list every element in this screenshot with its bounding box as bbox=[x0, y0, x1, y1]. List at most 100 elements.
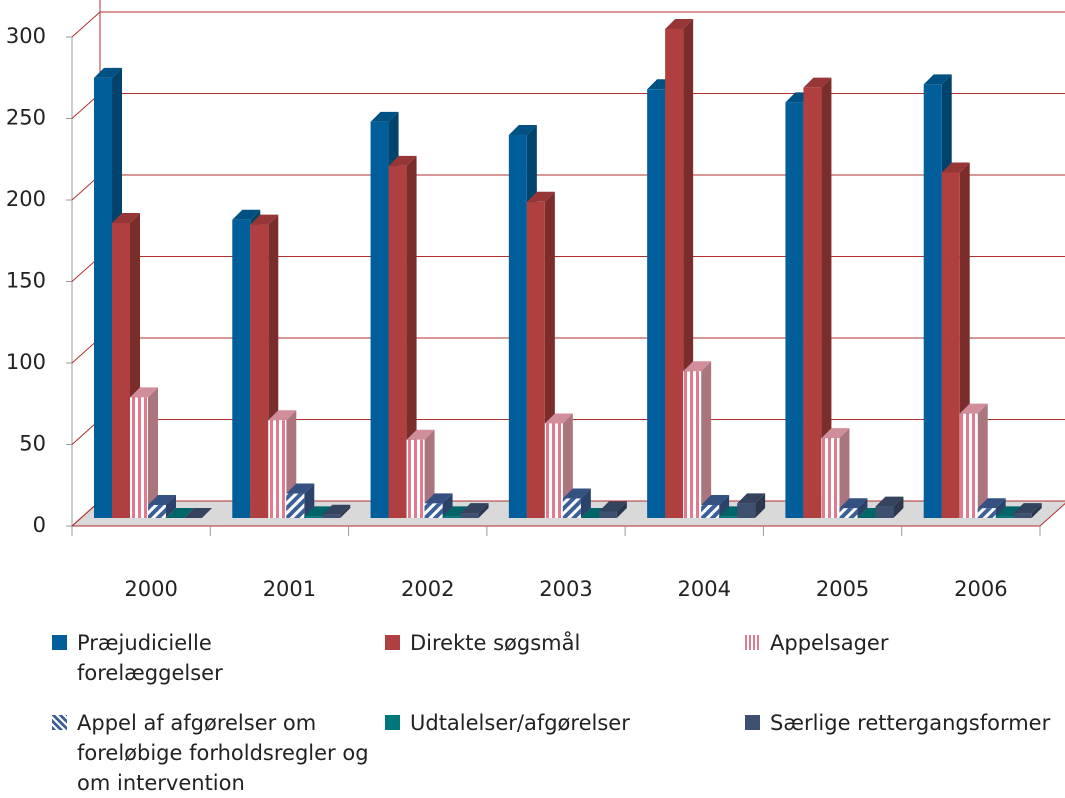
x-tick-label: 2005 bbox=[816, 577, 869, 601]
bar bbox=[268, 420, 287, 518]
bar bbox=[665, 29, 684, 518]
bar-side bbox=[977, 403, 988, 518]
bar-side bbox=[616, 501, 627, 518]
bar-side bbox=[1031, 503, 1042, 518]
grid-line bbox=[71, 11, 101, 38]
y-tick-label: 150 bbox=[6, 269, 46, 293]
legend-label: Særlige rettergangsformer bbox=[770, 711, 1051, 735]
bar-top bbox=[424, 493, 453, 504]
legend-label: Appelsager bbox=[770, 631, 889, 655]
bar bbox=[148, 504, 166, 518]
bar-side bbox=[755, 493, 766, 518]
bar-top bbox=[130, 387, 158, 398]
bar bbox=[719, 516, 738, 518]
bar-side bbox=[148, 387, 158, 518]
bar-top bbox=[250, 214, 279, 225]
bar-side bbox=[821, 77, 832, 519]
bar-top bbox=[821, 428, 850, 439]
legend-item: Præjudicielle forelæggelser bbox=[52, 628, 352, 688]
bar bbox=[683, 371, 702, 518]
bar-top bbox=[232, 209, 261, 220]
bar bbox=[701, 504, 720, 518]
legend-item: Appel af afgørelser om foreløbige forhol… bbox=[52, 708, 372, 798]
legend-item: Appelsager bbox=[745, 628, 1045, 658]
x-tick-label: 2001 bbox=[263, 577, 316, 601]
bar bbox=[526, 201, 545, 518]
bar bbox=[821, 438, 840, 518]
bar bbox=[112, 222, 130, 518]
bar-top bbox=[977, 498, 1006, 509]
y-tick-label: 0 bbox=[33, 513, 46, 537]
bar bbox=[598, 511, 617, 518]
bar bbox=[562, 498, 581, 518]
bar-top bbox=[803, 77, 832, 88]
y-tick-label: 250 bbox=[6, 106, 46, 130]
legend-item: Direkte søgsmål bbox=[385, 628, 705, 658]
bar-top bbox=[701, 494, 730, 505]
bar-side bbox=[857, 498, 868, 518]
bar-top bbox=[406, 429, 435, 440]
bar-side bbox=[995, 498, 1006, 518]
bar-top bbox=[508, 124, 537, 135]
bar-side bbox=[478, 503, 489, 518]
legend-label: Direkte søgsmål bbox=[410, 631, 581, 655]
bar bbox=[130, 397, 148, 518]
bar bbox=[322, 514, 341, 518]
bar bbox=[875, 506, 894, 518]
bar-side bbox=[839, 428, 850, 518]
legend-swatch bbox=[385, 715, 400, 730]
bar-top bbox=[526, 191, 555, 202]
legend-swatch bbox=[745, 715, 760, 730]
legend-item: Udtalelser/afgørelser bbox=[385, 708, 705, 738]
x-tick-label: 2006 bbox=[954, 577, 1007, 601]
bar bbox=[737, 503, 756, 518]
x-tick-label: 2003 bbox=[539, 577, 592, 601]
bar-side bbox=[406, 155, 417, 519]
bar bbox=[977, 508, 996, 518]
bar-top bbox=[941, 162, 970, 173]
bar bbox=[839, 508, 858, 518]
legend-label: Appel af afgørelser om foreløbige forhol… bbox=[77, 711, 369, 795]
legend-swatch bbox=[52, 635, 67, 650]
legend-item: Særlige rettergangsformer bbox=[745, 708, 1065, 738]
bar bbox=[923, 84, 942, 519]
bar-top bbox=[665, 19, 694, 29]
y-tick-label: 200 bbox=[6, 187, 46, 211]
bar bbox=[460, 513, 479, 518]
bar-top bbox=[544, 413, 573, 424]
legend-swatch bbox=[745, 635, 760, 650]
legend-label: Udtalelser/afgørelser bbox=[410, 711, 630, 735]
legend-swatch bbox=[52, 715, 67, 730]
bar bbox=[370, 121, 389, 518]
bar-top bbox=[959, 403, 988, 414]
bar bbox=[232, 219, 251, 518]
bar bbox=[508, 134, 527, 518]
x-tick-label: 2002 bbox=[401, 577, 454, 601]
bar bbox=[388, 165, 407, 519]
bar-top bbox=[460, 503, 489, 514]
bar bbox=[424, 503, 443, 518]
bar-top bbox=[875, 496, 904, 507]
bar-top bbox=[268, 410, 297, 421]
bar bbox=[94, 77, 112, 519]
bar bbox=[959, 413, 978, 518]
bar-top bbox=[598, 501, 627, 512]
bar-top bbox=[112, 212, 140, 223]
bar bbox=[941, 172, 960, 518]
bar bbox=[803, 87, 822, 519]
bar-top bbox=[1013, 503, 1042, 514]
bar bbox=[442, 516, 461, 518]
bar bbox=[1013, 513, 1032, 518]
bar-side bbox=[340, 504, 351, 518]
bar-top bbox=[683, 361, 712, 372]
chart: 0 50 100 150 200 250 300 2000 2001 2002 2003 2004 20… bbox=[6, 0, 1065, 601]
bar-side bbox=[580, 488, 591, 518]
bar bbox=[286, 493, 305, 518]
bar-side bbox=[166, 494, 176, 518]
bar-top bbox=[442, 506, 471, 517]
y-tick-label: 100 bbox=[6, 350, 46, 374]
bar-top bbox=[562, 488, 591, 499]
bar bbox=[544, 423, 563, 518]
bar-top bbox=[94, 67, 122, 78]
bar-top bbox=[184, 508, 212, 518]
